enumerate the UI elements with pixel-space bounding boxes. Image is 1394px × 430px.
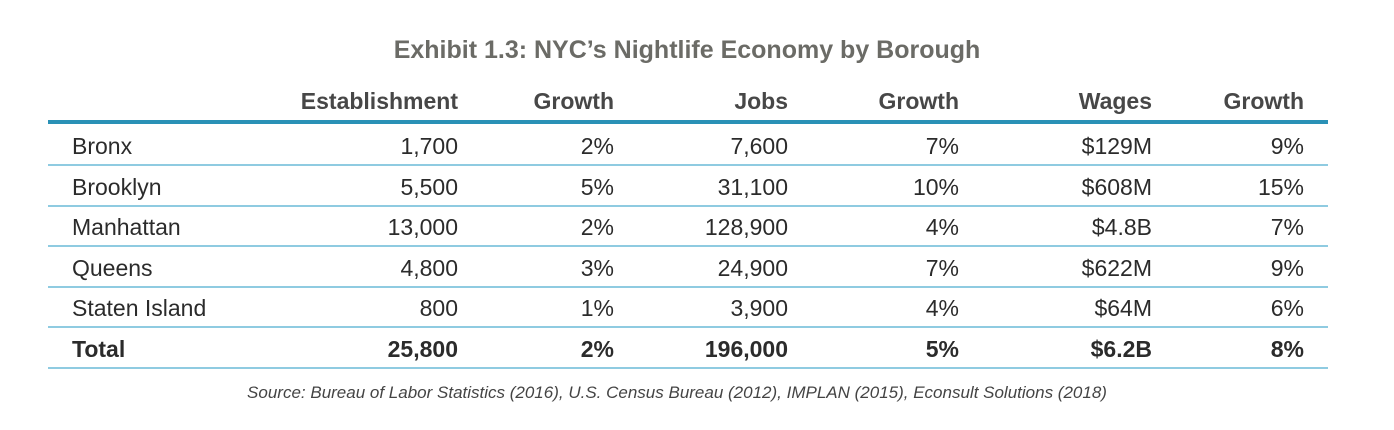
cell-wages-growth: 8% — [1270, 335, 1304, 362]
cell-establishment-growth: 5% — [580, 173, 614, 200]
cell-jobs-growth: 4% — [925, 295, 959, 321]
row-separator — [48, 164, 1328, 166]
cell-wages-growth: 9% — [1270, 133, 1304, 159]
cell-establishment: 1,700 — [400, 133, 458, 159]
row-separator — [48, 285, 1328, 288]
cell-establishment-growth: 2% — [580, 133, 614, 159]
cell-wages-growth: 9% — [1270, 254, 1304, 281]
cell-jobs: 7,600 — [730, 133, 788, 159]
cell-wages-growth: 6% — [1270, 295, 1304, 321]
col-header-establishment-growth: Growth — [533, 88, 615, 114]
cell-jobs: 128,900 — [704, 214, 788, 240]
cell-jobs-growth: 4% — [925, 214, 959, 240]
header-rule — [48, 120, 1328, 124]
row-separator — [48, 366, 1328, 369]
cell-jobs-growth: 5% — [925, 335, 959, 362]
row-separator — [48, 326, 1328, 328]
cell-establishment-growth: 2% — [580, 335, 614, 362]
row-separator — [48, 204, 1328, 207]
col-header-wages: Wages — [1078, 88, 1152, 114]
cell-wages: $64M — [1094, 295, 1152, 321]
borough-name: Bronx — [72, 133, 133, 159]
table-row: Staten Island 800 1% 3,900 4% $64M 6% — [48, 288, 1328, 328]
col-header-jobs: Jobs — [734, 88, 788, 114]
cell-wages-growth: 15% — [1257, 173, 1304, 200]
col-header-establishment: Establishment — [300, 88, 458, 114]
cell-wages: $6.2B — [1090, 335, 1152, 362]
col-header-jobs-growth: Growth — [878, 88, 960, 114]
table-row: Queens 4,800 3% 24,900 7% $622M 9% — [48, 248, 1328, 288]
col-header-wages-growth: Growth — [1223, 88, 1305, 114]
cell-establishment: 5,500 — [400, 173, 458, 200]
cell-wages: $622M — [1081, 254, 1152, 281]
table-title: Exhibit 1.3: NYC’s Nightlife Economy by … — [393, 36, 981, 64]
cell-jobs-growth: 7% — [925, 254, 959, 281]
cell-jobs: 31,100 — [717, 173, 788, 200]
cell-jobs-growth: 7% — [925, 133, 959, 159]
borough-name: Total — [72, 335, 126, 362]
cell-jobs: 24,900 — [717, 254, 788, 281]
cell-establishment-growth: 3% — [580, 254, 614, 281]
cell-wages: $129M — [1081, 133, 1152, 159]
cell-jobs-growth: 10% — [912, 173, 959, 200]
cell-establishment: 13,000 — [387, 214, 458, 240]
table-row: Bronx 1,700 2% 7,600 7% $129M 9% — [48, 126, 1328, 166]
cell-wages: $608M — [1081, 173, 1152, 200]
total-row: Total 25,800 2% 196,000 5% $6.2B 8% — [48, 329, 1328, 369]
cell-establishment: 25,800 — [387, 335, 458, 362]
borough-name: Queens — [72, 254, 153, 281]
borough-name: Staten Island — [72, 295, 207, 321]
cell-establishment: 800 — [419, 295, 458, 321]
borough-name: Brooklyn — [72, 173, 162, 200]
table-row: Brooklyn 5,500 5% 31,100 10% $608M 15% — [48, 167, 1328, 207]
cell-jobs: 196,000 — [704, 335, 788, 362]
cell-wages-growth: 7% — [1270, 214, 1304, 240]
row-separator — [48, 245, 1328, 247]
borough-name: Manhattan — [72, 214, 181, 240]
cell-jobs: 3,900 — [730, 295, 788, 321]
cell-establishment-growth: 1% — [580, 295, 614, 321]
cell-establishment: 4,800 — [400, 254, 458, 281]
table-row: Manhattan 13,000 2% 128,900 4% $4.8B 7% — [48, 207, 1328, 247]
source-note: Source: Bureau of Labor Statistics (2016… — [247, 383, 1107, 402]
cell-wages: $4.8B — [1091, 214, 1152, 240]
cell-establishment-growth: 2% — [580, 214, 614, 240]
